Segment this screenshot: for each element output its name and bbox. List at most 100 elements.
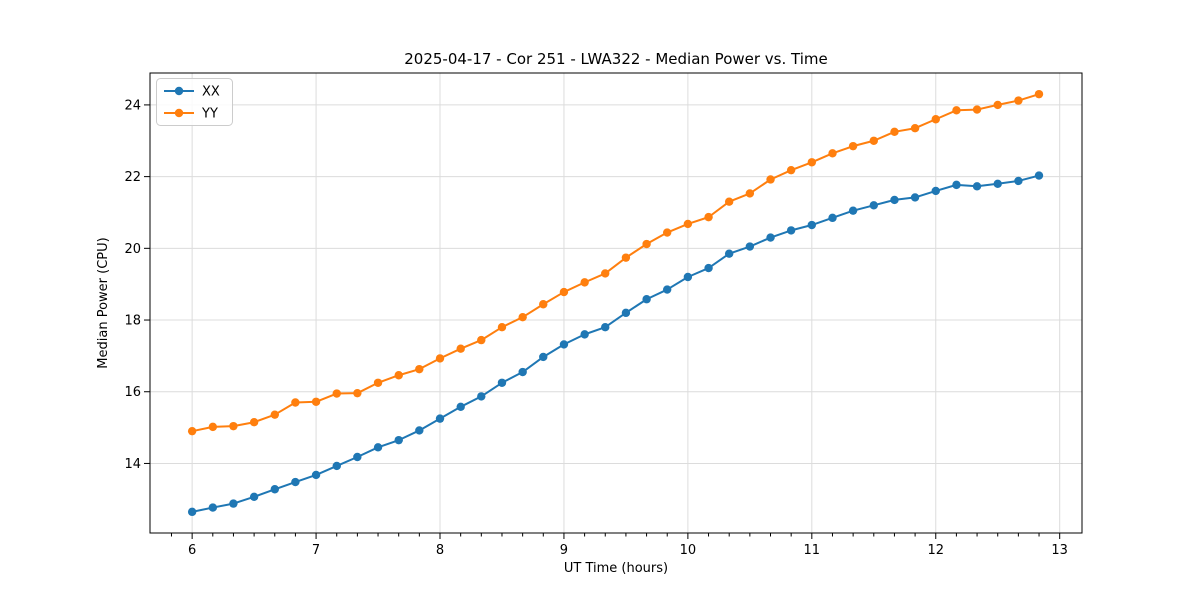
series-xx-marker (807, 220, 817, 230)
series-yy-marker (601, 269, 610, 278)
plot-border (149, 72, 1083, 534)
series-yy-marker (724, 197, 734, 206)
y-tick-label: 16 (124, 385, 141, 400)
series-yy-marker (745, 189, 755, 198)
x-tick-label: 8 (436, 543, 444, 558)
series-xx-marker (208, 503, 218, 512)
series-yy-marker (972, 105, 982, 114)
chart-title: 2025-04-17 - Cor 251 - LWA322 - Median P… (404, 50, 828, 68)
series-xx-marker (993, 179, 1002, 188)
x-tick-label: 7 (312, 543, 320, 558)
y-tick-label: 14 (124, 457, 141, 472)
x-tick-label: 12 (927, 543, 944, 558)
series-xx-marker (518, 367, 527, 377)
series-xx-marker (415, 426, 424, 435)
y-tick-label: 22 (124, 170, 141, 185)
series-yy-marker (642, 239, 651, 249)
series-xx-marker (477, 392, 486, 401)
series-yy-marker (518, 312, 527, 322)
series-xx-marker (621, 308, 631, 318)
series-yy-marker (1014, 96, 1023, 105)
series-yy-marker (890, 127, 899, 136)
series-yy-marker (952, 106, 961, 115)
series-xx-marker (1014, 176, 1023, 186)
x-tick-label: 11 (804, 543, 821, 558)
series-xx-marker (972, 182, 982, 191)
series-yy-marker (249, 418, 259, 427)
series-xx-marker (311, 470, 321, 480)
series-xx-marker (1034, 171, 1044, 180)
series-yy-marker (497, 323, 507, 332)
x-tick-label: 6 (188, 543, 196, 558)
series-yy-marker (332, 389, 341, 398)
legend-box (156, 78, 233, 126)
series-xx-marker (931, 186, 940, 196)
y-axis-label: Median Power (CPU) (96, 237, 111, 368)
series-yy-marker (456, 344, 465, 353)
series-yy-marker (993, 100, 1002, 110)
series-yy-marker (477, 335, 486, 345)
series-xx-marker (435, 414, 445, 423)
series-xx-marker (291, 477, 300, 487)
series-yy-marker (187, 426, 197, 436)
series-yy-marker (786, 165, 796, 175)
series-xx-marker (580, 330, 589, 339)
series-yy-marker (353, 388, 362, 398)
series-yy-marker (291, 398, 300, 407)
axis-ticks (144, 104, 1061, 539)
series-xx-marker (662, 285, 672, 294)
axis-tick-labels: 6 7 8 9 10 11 12 13 14 16 18 20 22 24 (124, 98, 1068, 558)
series-xx-marker (745, 242, 755, 251)
legend: XX YY (156, 78, 233, 126)
x-tick-label: 10 (680, 543, 697, 558)
series-xx-marker (910, 193, 920, 202)
series-yy-marker (539, 300, 548, 309)
series-yy-marker (208, 422, 218, 432)
series-xx-marker (270, 485, 280, 494)
y-tick-label: 18 (124, 314, 141, 329)
series-xx-marker (642, 295, 651, 304)
series-yy-marker (828, 149, 837, 158)
series-xx-marker (497, 378, 507, 387)
series-xx-marker (332, 461, 341, 471)
series-xx-marker (766, 233, 775, 242)
x-tick-label: 9 (560, 543, 568, 558)
x-axis-label: UT Time (hours) (564, 561, 668, 576)
series-yy-marker (435, 354, 445, 363)
series-xx-marker (828, 213, 837, 223)
series-xx-marker (373, 443, 383, 452)
series-xx-marker (539, 352, 548, 362)
series-yy-marker (415, 364, 424, 374)
series-xx-marker (187, 507, 197, 517)
series-xx-marker (229, 499, 238, 508)
series-xx-marker (249, 492, 259, 501)
series-xx-marker (848, 206, 858, 215)
series-yy-marker (373, 378, 383, 387)
series-xx-marker (601, 323, 610, 332)
data-series (187, 89, 1044, 517)
series-xx-marker (683, 272, 693, 282)
series-yy-marker (931, 115, 940, 124)
series-yy-marker (270, 410, 280, 419)
legend-label-xx: XX (202, 85, 220, 100)
y-tick-label: 20 (124, 242, 141, 257)
series-yy-marker (229, 421, 238, 431)
series-yy-line (191, 93, 1040, 433)
series-xx-marker (704, 263, 713, 273)
series-yy-marker (311, 397, 321, 406)
series-yy-marker (807, 158, 817, 167)
series-yy-marker (683, 219, 693, 229)
series-yy-marker (1034, 89, 1044, 99)
legend-marker-yy (174, 108, 184, 118)
x-tick-label: 13 (1051, 543, 1068, 558)
series-xx-marker (353, 452, 362, 462)
series-yy-marker (662, 228, 672, 237)
series-xx-line (191, 174, 1040, 513)
series-xx-marker (890, 195, 899, 205)
series-yy-marker (869, 136, 878, 145)
series-yy-marker (910, 124, 920, 133)
series-xx-marker (724, 249, 734, 258)
series-yy-marker (621, 253, 631, 262)
